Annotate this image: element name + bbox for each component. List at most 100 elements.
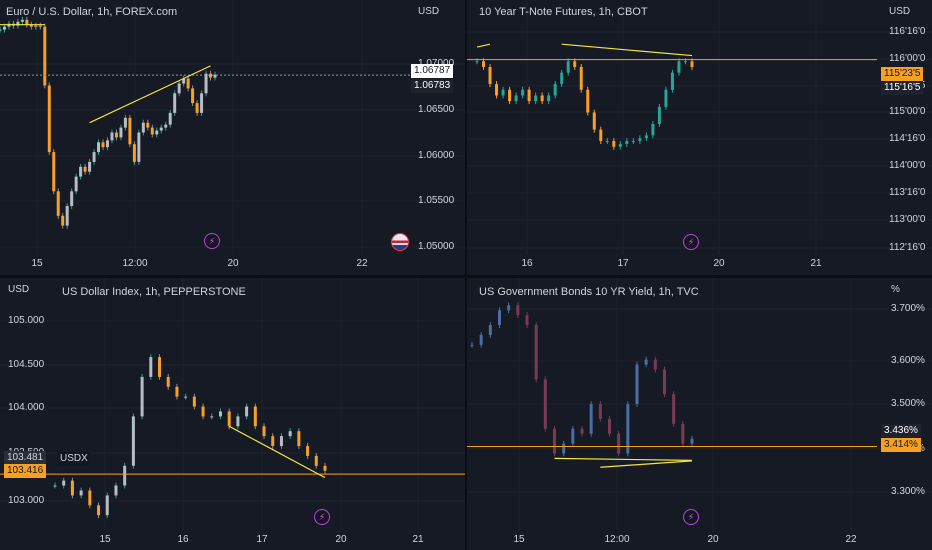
candle-body bbox=[479, 334, 483, 345]
candle-body bbox=[605, 141, 609, 143]
candle-body bbox=[25, 19, 29, 25]
candle-body bbox=[218, 411, 222, 417]
axis-unit: USD bbox=[889, 6, 911, 17]
candle-body bbox=[79, 490, 83, 496]
y-tick-label: 103.000 bbox=[8, 495, 45, 506]
candle-body bbox=[571, 428, 575, 444]
candle-body bbox=[43, 26, 47, 86]
candle-body bbox=[177, 83, 181, 94]
candle-body bbox=[690, 438, 694, 444]
y-tick-label: 3.300% bbox=[891, 486, 925, 497]
candle-body bbox=[670, 72, 674, 90]
candle-body bbox=[201, 406, 205, 417]
candle-body bbox=[612, 141, 616, 147]
candle-body bbox=[182, 78, 186, 84]
candle-body bbox=[253, 406, 257, 427]
candle-body bbox=[164, 124, 168, 128]
candle-body bbox=[149, 357, 153, 377]
last-price-badge: 3.436% bbox=[881, 424, 921, 438]
prev-price-badge: 3.414% bbox=[881, 438, 921, 452]
x-tick-label: 15 bbox=[31, 258, 43, 269]
y-tick-label: 1.05000 bbox=[418, 241, 455, 252]
trendline[interactable] bbox=[89, 65, 211, 124]
candle-body bbox=[158, 357, 162, 377]
candle-body bbox=[38, 25, 42, 27]
axis-unit: USD bbox=[8, 284, 30, 295]
us-flag-icon[interactable] bbox=[391, 233, 409, 251]
candle-body bbox=[186, 78, 190, 89]
x-tick-label: 20 bbox=[707, 534, 719, 545]
x-tick-label: 20 bbox=[335, 534, 347, 545]
candle-body bbox=[508, 89, 512, 102]
candle-body bbox=[79, 166, 83, 177]
candle-body bbox=[245, 406, 249, 417]
candle-body bbox=[137, 132, 141, 162]
trendline[interactable] bbox=[561, 43, 693, 57]
candle-body bbox=[200, 93, 204, 113]
prev-price-badge: 103.416 bbox=[4, 464, 47, 478]
x-tick-label: 12:00 bbox=[604, 534, 630, 545]
candle-body bbox=[521, 89, 525, 96]
candle-body bbox=[114, 132, 118, 138]
x-tick-label: 16 bbox=[521, 258, 533, 269]
candle-body bbox=[119, 127, 123, 138]
lightning-icon[interactable]: ⚡ bbox=[683, 509, 699, 525]
candle-body bbox=[498, 310, 501, 326]
chart-pane-us10y[interactable]: US Government Bonds 10 YR Yield, 1h, TVC… bbox=[467, 278, 932, 550]
pane-divider-horizontal[interactable] bbox=[0, 275, 932, 278]
candle-body bbox=[553, 84, 557, 96]
candle-body bbox=[52, 152, 56, 192]
candle-body bbox=[131, 416, 135, 466]
trendline[interactable] bbox=[554, 457, 693, 461]
x-tick-label: 16 bbox=[177, 534, 189, 545]
candle-body bbox=[560, 72, 564, 85]
candle-body bbox=[566, 61, 570, 73]
chart-canvas-tnote[interactable] bbox=[467, 0, 932, 275]
y-tick-label: 116'00'0 bbox=[889, 53, 926, 64]
candle-body bbox=[236, 416, 240, 427]
y-tick-label: 104.000 bbox=[8, 402, 45, 413]
chart-pane-dxy[interactable]: US Dollar Index, 1h, PEPPERSTONE USD 103… bbox=[0, 278, 465, 550]
lightning-icon[interactable]: ⚡ bbox=[204, 233, 220, 249]
chart-canvas-us10y[interactable] bbox=[467, 278, 932, 550]
candle-body bbox=[204, 73, 208, 94]
chart-canvas-eurusd[interactable] bbox=[0, 0, 465, 275]
candle-body bbox=[617, 433, 621, 454]
y-tick-label: 116'16'0 bbox=[889, 26, 926, 37]
chart-pane-tnote[interactable]: 10 Year T-Note Futures, 1h, CBOT USD 112… bbox=[467, 0, 932, 275]
candle-body bbox=[525, 315, 529, 326]
candle-body bbox=[105, 495, 109, 516]
candle-body bbox=[65, 206, 69, 226]
candle-body bbox=[271, 436, 275, 447]
candle-body bbox=[488, 325, 492, 335]
y-tick-label: 104.500 bbox=[8, 359, 45, 370]
candle-body bbox=[297, 431, 301, 447]
candle-body bbox=[191, 88, 195, 104]
trendline[interactable] bbox=[228, 425, 326, 479]
candle-body bbox=[599, 129, 603, 142]
x-tick-label: 22 bbox=[356, 258, 368, 269]
candle-body bbox=[150, 127, 154, 135]
lightning-icon[interactable]: ⚡ bbox=[314, 509, 330, 525]
y-tick-label: 1.06500 bbox=[418, 104, 455, 115]
x-tick-label: 15 bbox=[513, 534, 525, 545]
chart-title: 10 Year T-Note Futures, 1h, CBOT bbox=[479, 6, 648, 18]
candle-body bbox=[159, 127, 163, 131]
candle-body bbox=[534, 325, 538, 380]
candle-body bbox=[62, 480, 66, 486]
trendline[interactable] bbox=[600, 460, 693, 468]
chart-pane-eurusd[interactable]: Euro / U.S. Dollar, 1h, FOREX.com USD 1.… bbox=[0, 0, 465, 275]
candle-body bbox=[83, 166, 87, 172]
lightning-icon[interactable]: ⚡ bbox=[683, 234, 699, 250]
prev-price-badge: 115'16'5 bbox=[881, 81, 924, 95]
y-tick-label: 3.600% bbox=[891, 355, 925, 366]
axis-unit: USD bbox=[418, 6, 440, 17]
candle-body bbox=[653, 359, 657, 370]
y-tick-label: 1.06000 bbox=[418, 150, 455, 161]
chart-canvas-dxy[interactable] bbox=[0, 278, 465, 550]
candle-body bbox=[482, 61, 486, 67]
candle-body bbox=[638, 138, 642, 142]
candle-body bbox=[579, 66, 583, 90]
candle-body bbox=[592, 112, 596, 130]
trendline[interactable] bbox=[476, 43, 491, 48]
